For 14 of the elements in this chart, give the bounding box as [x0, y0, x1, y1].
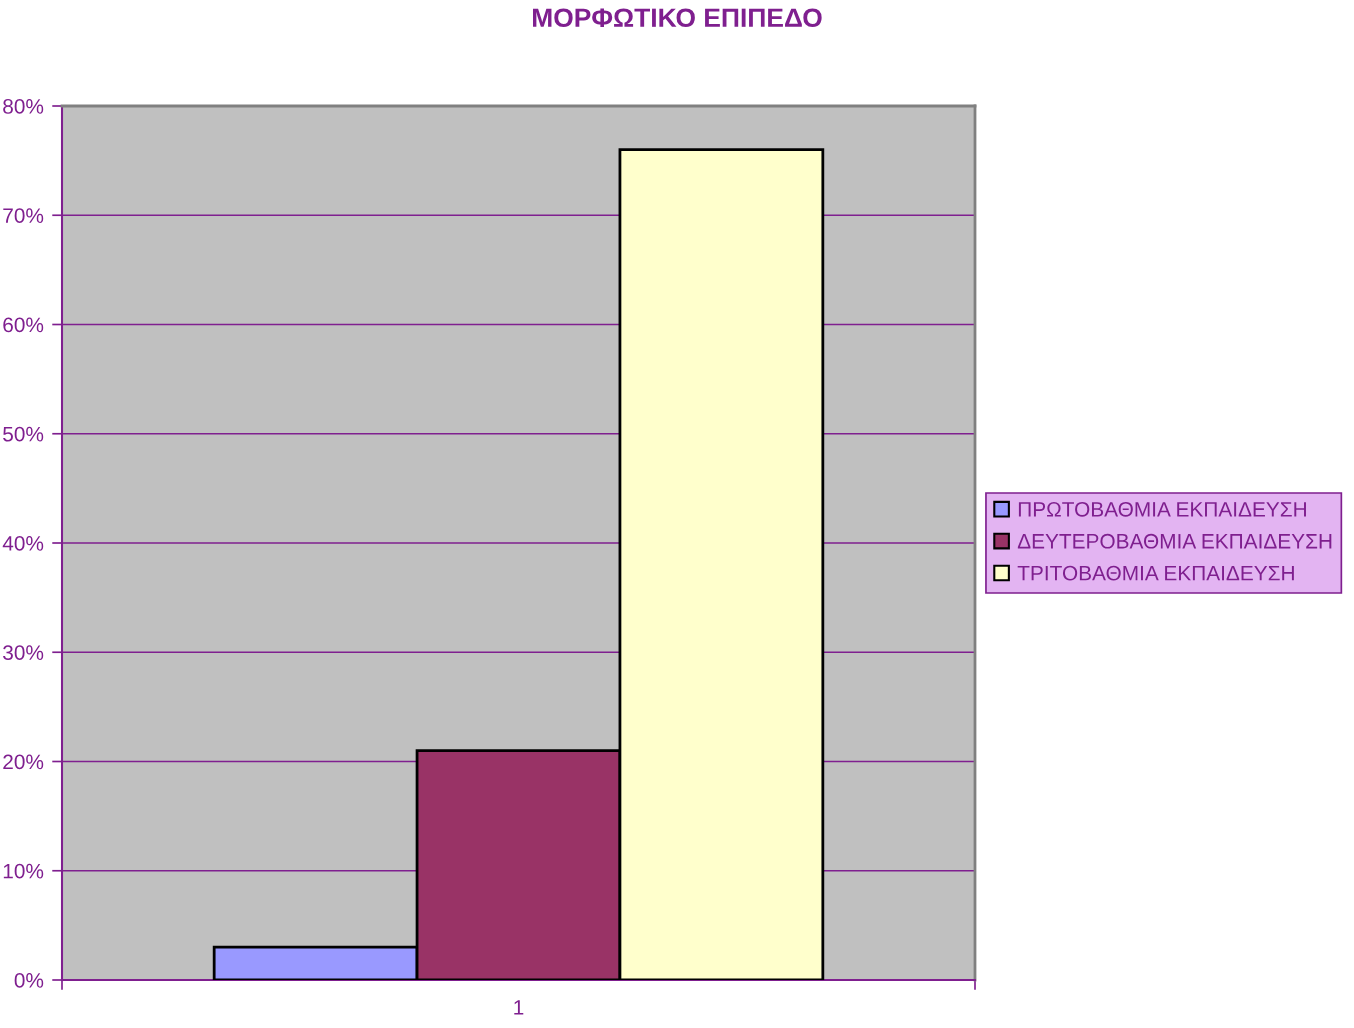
y-tick-label: 60% — [3, 317, 44, 333]
legend-label: ΔΕΥΤΕΡΟΒΑΘΜΙΑ ΕΚΠΑΙΔΕΥΣΗ — [1017, 533, 1332, 549]
y-tick-label: 70% — [3, 208, 44, 223]
y-tick-label: 0% — [14, 973, 44, 988]
x-tick-label: 1 — [514, 1000, 524, 1015]
y-tick-label: 30% — [3, 645, 44, 660]
y-tick-label: 40% — [2, 536, 44, 551]
chart-title: ΜΟΡΦΩΤΙΚΟ ΕΠΙΠΕΔΟ — [533, 8, 822, 28]
y-tick-label: 20% — [3, 754, 44, 770]
y-tick-label: 80% — [3, 99, 44, 114]
legend-label: ΤΡΙΤΟΒΑΘΜΙΑ ΕΚΠΑΙΔΕΥΣΗ — [1017, 565, 1294, 581]
y-tick-label: 50% — [3, 426, 44, 442]
y-tick-label: 10% — [3, 863, 44, 879]
legend-label: ΠΡΩΤΟΒΑΘΜΙΑ ΕΚΠΑΙΔΕΥΣΗ — [1018, 501, 1306, 517]
